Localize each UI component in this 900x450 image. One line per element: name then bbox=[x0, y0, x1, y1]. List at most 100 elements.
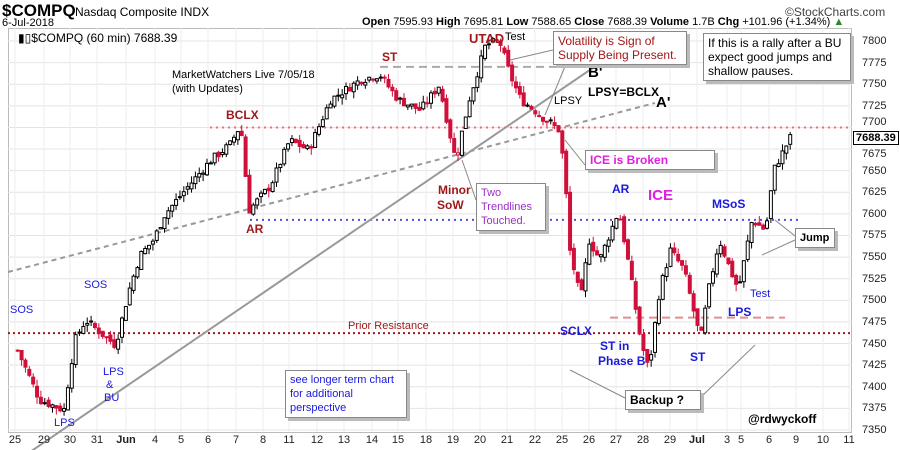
candle-body bbox=[189, 182, 194, 190]
candle-body bbox=[537, 115, 542, 118]
callout-pointer bbox=[569, 369, 626, 399]
candle-body bbox=[683, 265, 688, 275]
x-tick-label: 4 bbox=[151, 434, 159, 446]
candle-body bbox=[390, 86, 395, 92]
candle-body bbox=[85, 322, 90, 326]
candle-body bbox=[614, 218, 619, 229]
candle-body bbox=[471, 87, 476, 102]
x-tick-label: 20 bbox=[473, 434, 487, 446]
candle-body bbox=[224, 144, 229, 155]
x-tick-label: 29 bbox=[37, 434, 51, 446]
open-label: Open bbox=[362, 16, 391, 28]
candle-body bbox=[259, 192, 264, 198]
candle-body bbox=[498, 40, 503, 46]
x-tick-label: 30 bbox=[63, 434, 77, 446]
x-tick-label: 31 bbox=[90, 434, 104, 446]
candle-body bbox=[328, 103, 333, 109]
label-lpsy: LPSY bbox=[554, 95, 583, 107]
x-tick-label: 28 bbox=[636, 434, 650, 446]
x-tick-label: Jun bbox=[116, 434, 136, 446]
candle-body bbox=[89, 320, 94, 323]
candle-body bbox=[784, 145, 789, 154]
x-tick-label: 5 bbox=[737, 434, 745, 446]
candle-body bbox=[143, 248, 148, 255]
candle-body bbox=[660, 274, 665, 300]
y-tick-label: 7500 bbox=[862, 294, 887, 307]
candle-body bbox=[633, 281, 638, 310]
x-tick-label: 9 bbox=[792, 434, 800, 446]
label-lps: LPS bbox=[103, 366, 124, 378]
label-ice: ICE bbox=[648, 187, 674, 204]
candle-body bbox=[556, 125, 561, 133]
candle-body bbox=[533, 110, 538, 115]
candle-body bbox=[367, 76, 372, 81]
candle-body bbox=[506, 49, 511, 67]
candle-body bbox=[448, 119, 453, 139]
x-tick-label: 12 bbox=[310, 434, 324, 446]
candle-body bbox=[116, 338, 121, 350]
candle-body bbox=[255, 198, 260, 206]
candle-body bbox=[251, 204, 256, 215]
candle-body bbox=[653, 322, 658, 353]
candle-body bbox=[274, 167, 279, 183]
close: 7688.39 bbox=[607, 16, 648, 28]
x-tick-label: 25 bbox=[555, 434, 569, 446]
candle-body bbox=[772, 164, 777, 191]
callout-pointer bbox=[699, 344, 756, 399]
label-test: Test bbox=[505, 31, 526, 43]
candle-body bbox=[517, 86, 522, 95]
candle-body bbox=[266, 187, 271, 192]
candle-body bbox=[139, 250, 144, 270]
candle-body bbox=[359, 81, 364, 85]
label-ar2: AR bbox=[612, 182, 630, 196]
candle-body bbox=[31, 376, 36, 385]
candle-body bbox=[490, 38, 495, 43]
candle-body bbox=[320, 119, 325, 128]
candle-body bbox=[123, 306, 128, 321]
callout-pointer bbox=[544, 63, 567, 116]
candle-body bbox=[235, 131, 240, 141]
candle-body bbox=[541, 116, 546, 122]
candle-body bbox=[436, 86, 441, 94]
note-mw: MarketWatchers Live 7/05/18 bbox=[172, 69, 315, 81]
candle-body bbox=[239, 130, 244, 136]
x-tick-label: 21 bbox=[500, 434, 514, 446]
label-phase-b: Phase B bbox=[598, 354, 646, 368]
candle-body bbox=[104, 336, 109, 339]
candle-body bbox=[309, 146, 314, 149]
candle-body bbox=[42, 402, 47, 405]
label-lps-low: LPS bbox=[54, 417, 75, 429]
candle-body bbox=[170, 204, 175, 212]
y-tick-label: 7475 bbox=[862, 315, 887, 328]
candle-body bbox=[336, 94, 341, 97]
candle-body bbox=[452, 138, 457, 153]
candle-body bbox=[278, 163, 283, 169]
candle-body bbox=[394, 90, 399, 101]
candle-body bbox=[695, 308, 700, 326]
x-tick-label: 18 bbox=[419, 434, 433, 446]
callout-rally: If this is a rally after a BU expect goo… bbox=[703, 33, 851, 81]
candle-body bbox=[552, 122, 557, 127]
candle-body bbox=[204, 162, 209, 176]
candle-body bbox=[135, 267, 140, 278]
candle-body bbox=[398, 97, 403, 100]
callout-longer-term: see longer term chart for additional per… bbox=[285, 370, 407, 418]
callout-pointer bbox=[509, 49, 554, 61]
callout-ice-broken: ICE is Broken bbox=[585, 150, 715, 170]
candle-body bbox=[664, 267, 669, 278]
label-st2: ST bbox=[690, 350, 706, 364]
x-tick-label: 3 bbox=[723, 434, 731, 446]
candle-body bbox=[127, 287, 132, 306]
candle-body bbox=[513, 81, 518, 89]
candle-body bbox=[131, 275, 136, 291]
candle-body bbox=[228, 140, 233, 145]
candle-body bbox=[374, 78, 379, 82]
candle-body bbox=[344, 85, 349, 95]
label-ar: AR bbox=[246, 222, 264, 236]
y-tick-label: 7700 bbox=[862, 116, 887, 129]
candle-body bbox=[761, 224, 766, 230]
quote-line: Open 7595.93 High 7695.81 Low 7588.65 Cl… bbox=[362, 16, 844, 28]
high-label: High bbox=[436, 16, 461, 28]
candle-body bbox=[421, 101, 426, 110]
